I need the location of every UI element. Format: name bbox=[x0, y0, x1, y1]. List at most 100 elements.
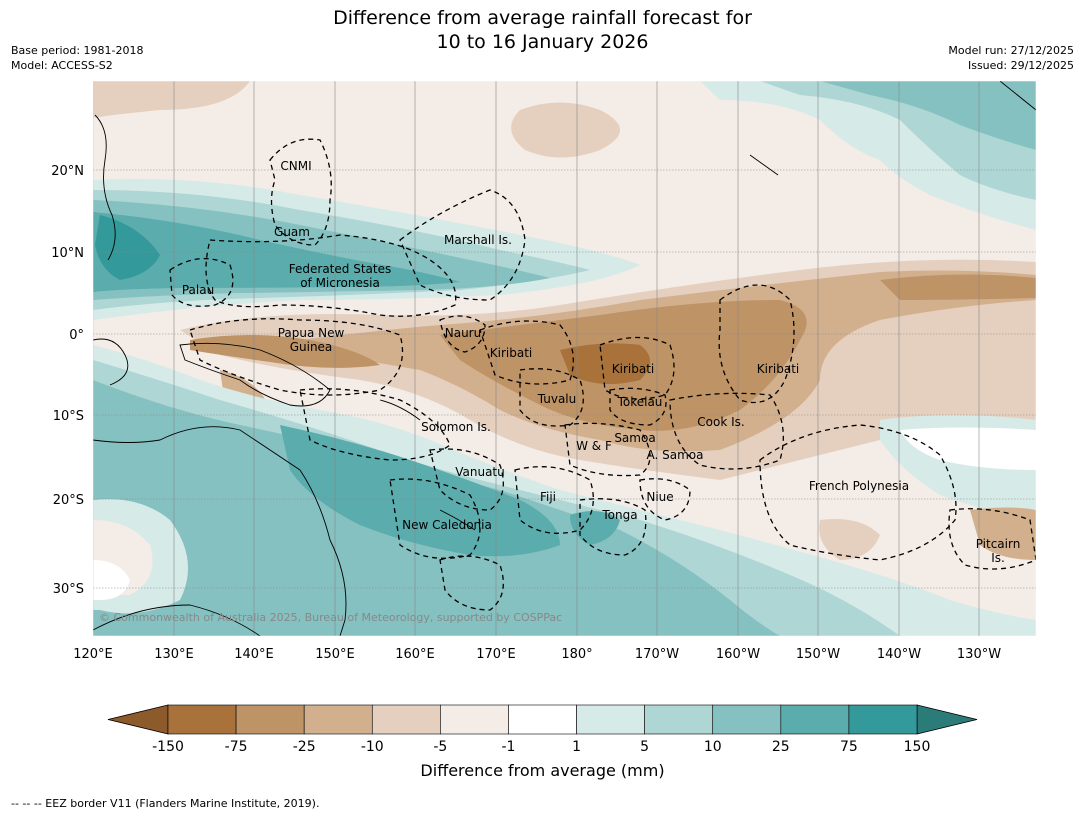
colorbar-tick-label: -150 bbox=[152, 739, 184, 755]
colorbar-tick-label: -25 bbox=[293, 739, 316, 755]
lon-tick: 140°W bbox=[877, 647, 921, 662]
issued-date: Issued: 29/12/2025 bbox=[967, 59, 1074, 72]
coast-indonesia bbox=[93, 338, 129, 386]
label-pitcairn-2: Is. bbox=[991, 551, 1005, 565]
colorbar-segment bbox=[848, 704, 918, 735]
copyright-text: © Commonwealth of Australia 2025, Bureau… bbox=[99, 611, 562, 624]
lat-tick: 20°S bbox=[53, 493, 84, 508]
lon-tick-labels: 120°E 130°E 140°E 150°E 160°E 170°E 180°… bbox=[73, 647, 1001, 662]
label-png-1: Papua New bbox=[278, 326, 345, 340]
colorbar-segment bbox=[440, 704, 509, 735]
label-niue: Niue bbox=[646, 490, 673, 504]
label-fsm-2: of Micronesia bbox=[300, 276, 380, 290]
colorbar-segment bbox=[167, 704, 237, 735]
label-cook: Cook Is. bbox=[697, 415, 744, 429]
label-new-caledonia: New Caledonia bbox=[402, 518, 492, 532]
eez-png bbox=[189, 318, 404, 396]
map-title: Difference from average rainfall forecas… bbox=[0, 6, 1085, 54]
eez-nz-kermadec bbox=[439, 555, 504, 611]
label-solomon: Solomon Is. bbox=[421, 420, 491, 434]
colorbar-tick-label: -1 bbox=[501, 739, 515, 755]
eez-tuvalu bbox=[519, 368, 584, 427]
eez-tokelau bbox=[609, 387, 667, 426]
label-pitcairn-1: Pitcairn bbox=[976, 537, 1021, 551]
graticule bbox=[93, 81, 1036, 636]
label-fiji: Fiji bbox=[540, 490, 556, 504]
lon-tick: 150°W bbox=[796, 647, 840, 662]
label-kiribati-gilbert: Kiribati bbox=[490, 346, 532, 360]
eez-footnote: -- -- -- EEZ border V11 (Flanders Marine… bbox=[11, 797, 320, 810]
lon-tick: 140°E bbox=[234, 647, 274, 662]
lon-tick: 150°E bbox=[315, 647, 355, 662]
colorbar-tick-label: 10 bbox=[704, 739, 722, 755]
coast-philippines bbox=[94, 114, 116, 261]
colorbar-under-arrow bbox=[107, 704, 169, 735]
colorbar-segment bbox=[780, 704, 850, 735]
label-palau: Palau bbox=[182, 283, 214, 297]
label-samoa: Samoa bbox=[614, 431, 655, 445]
eez-cnmi-guam bbox=[269, 138, 332, 246]
lat-tick: 20°N bbox=[51, 164, 84, 179]
lat-tick: 10°N bbox=[51, 246, 84, 261]
meta-right: Model run: 27/12/2025 Issued: 29/12/2025 bbox=[948, 43, 1074, 73]
lon-tick: 130°E bbox=[154, 647, 194, 662]
title-line-1: Difference from average rainfall forecas… bbox=[333, 7, 752, 29]
eez-marshall bbox=[399, 189, 526, 301]
title-line-2: 10 to 16 January 2026 bbox=[436, 31, 649, 53]
colorbar-segment bbox=[644, 704, 714, 735]
label-nauru: Nauru bbox=[445, 326, 481, 340]
label-french-polynesia: French Polynesia bbox=[809, 479, 909, 493]
colorbar-tick-label: 75 bbox=[840, 739, 858, 755]
colorbar: -150 -75 -25 -10 -5 -1 1 5 10 25 75 150 bbox=[107, 704, 978, 755]
coast-new-caledonia bbox=[439, 509, 476, 531]
label-wf: W & F bbox=[576, 439, 612, 453]
lon-tick: 160°E bbox=[395, 647, 435, 662]
eez-fiji bbox=[514, 466, 594, 534]
colorbar-over-arrow bbox=[916, 704, 978, 735]
colorbar-segment bbox=[576, 704, 645, 735]
coast-hawaii bbox=[749, 154, 779, 176]
label-tokelau: Tokelau bbox=[617, 395, 663, 409]
colorbar-title: Difference from average (mm) bbox=[420, 761, 665, 780]
lon-tick: 160°W bbox=[716, 647, 760, 662]
label-kiribati-phoenix: Kiribati bbox=[612, 362, 654, 376]
colorbar-segment bbox=[303, 704, 373, 735]
label-fsm-1: Federated States bbox=[289, 262, 391, 276]
eez-vanuatu bbox=[429, 448, 504, 511]
coast-new-guinea bbox=[179, 342, 331, 407]
eez-fsm bbox=[205, 234, 457, 317]
lat-tick: 30°S bbox=[53, 582, 84, 597]
lat-tick: 0° bbox=[69, 328, 84, 343]
label-vanuatu: Vanuatu bbox=[455, 465, 505, 479]
eez-borders bbox=[169, 138, 1036, 611]
colorbar-tick-label: 150 bbox=[904, 739, 931, 755]
colorbar-segment bbox=[508, 704, 577, 735]
colorbar-tick-label: -75 bbox=[225, 739, 248, 755]
colorbar-tick-label: -10 bbox=[361, 739, 384, 755]
eez-samoa-wf bbox=[564, 422, 651, 477]
label-png-2: Guinea bbox=[290, 340, 333, 354]
lon-tick: 120°E bbox=[73, 647, 113, 662]
label-guam: Guam bbox=[274, 225, 310, 239]
meta-left: Base period: 1981-2018 Model: ACCESS-S2 bbox=[11, 43, 143, 73]
colorbar-segment bbox=[712, 704, 782, 735]
coast-north-america bbox=[999, 81, 1036, 111]
label-asamoa: A. Samoa bbox=[647, 448, 704, 462]
region-labels: CNMI Guam Marshall Is. Federated States … bbox=[182, 159, 1020, 565]
label-marshall: Marshall Is. bbox=[444, 233, 512, 247]
model-name: Model: ACCESS-S2 bbox=[11, 59, 113, 72]
eez-kiribati-gilbert bbox=[479, 320, 574, 385]
colorbar-tick-label: 5 bbox=[640, 739, 649, 755]
eez-nauru bbox=[439, 315, 486, 353]
label-tonga: Tonga bbox=[601, 508, 637, 522]
lon-tick: 130°W bbox=[957, 647, 1001, 662]
base-period: Base period: 1981-2018 bbox=[11, 44, 144, 57]
label-kiribati-line: Kiribati bbox=[757, 362, 799, 376]
lon-tick: 180° bbox=[561, 647, 592, 662]
eez-niue bbox=[639, 478, 691, 521]
colorbar-segment bbox=[235, 704, 305, 735]
colorbar-tick-label: 25 bbox=[772, 739, 790, 755]
eez-pitcairn bbox=[948, 508, 1036, 570]
lon-tick: 170°E bbox=[476, 647, 516, 662]
